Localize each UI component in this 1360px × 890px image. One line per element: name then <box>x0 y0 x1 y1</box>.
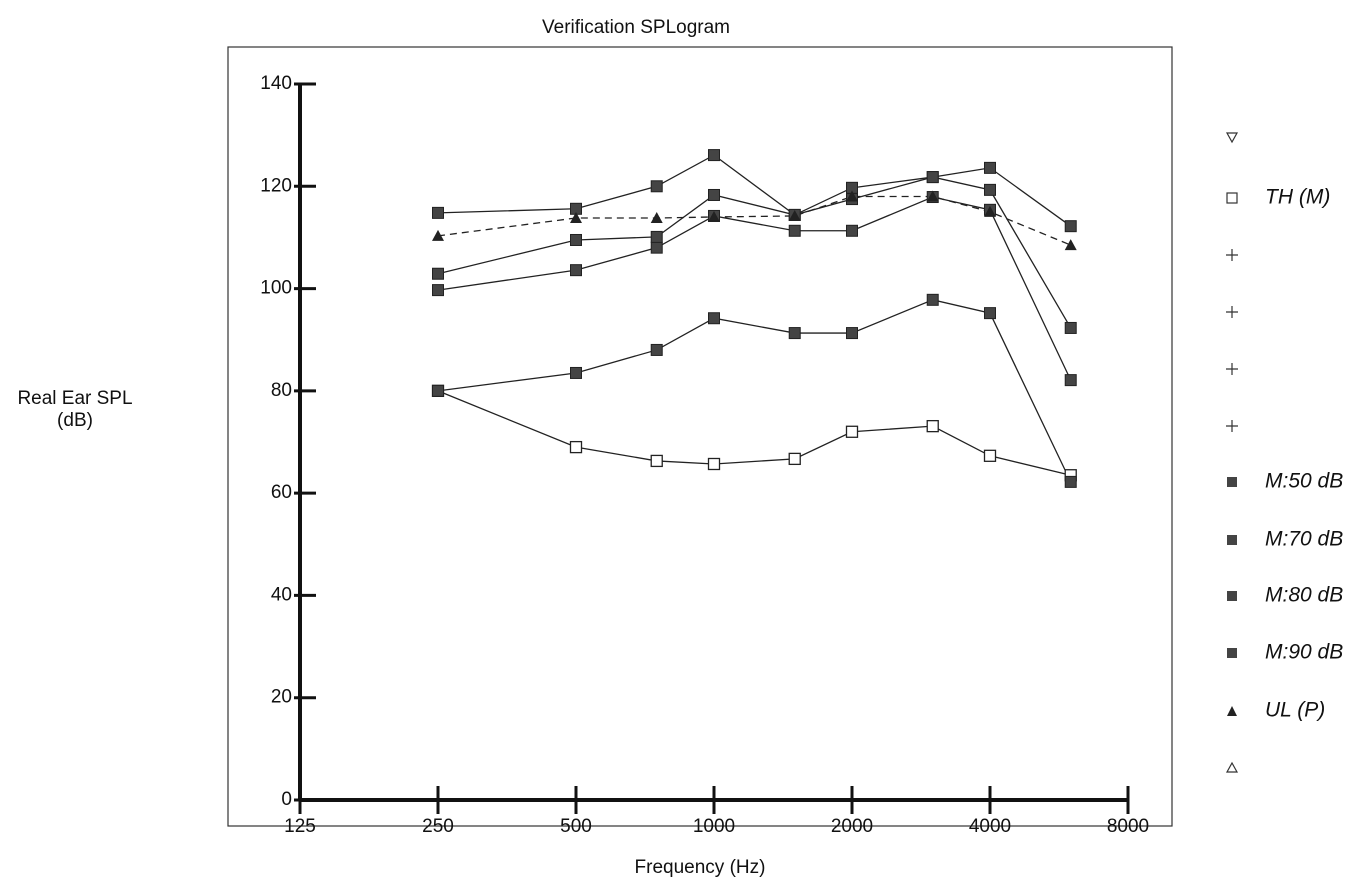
series-line <box>437 390 1071 476</box>
square-marker <box>650 454 663 468</box>
triangle-marker <box>570 211 582 223</box>
y-tick-label: 20 <box>271 687 292 708</box>
plot-frame <box>227 46 1173 827</box>
x-tick-label: 4000 <box>969 816 1011 837</box>
square-marker <box>926 171 939 184</box>
triangle-marker <box>650 211 663 223</box>
legend-label: M:80 dB <box>1265 584 1343 607</box>
y-tick-label: 60 <box>271 482 292 503</box>
triangle-marker <box>432 229 444 241</box>
square-marker <box>788 327 801 340</box>
triangle-marker <box>846 190 858 202</box>
legend-label: M:90 dB <box>1265 641 1343 664</box>
legend-symbol <box>1227 591 1237 601</box>
square-marker <box>432 267 444 280</box>
series-line <box>437 196 1072 381</box>
legend-symbol <box>1227 535 1237 545</box>
square-marker <box>650 241 663 254</box>
legend-symbol <box>1227 648 1237 658</box>
square-marker <box>432 284 444 297</box>
square-marker <box>650 343 663 356</box>
triangle-marker <box>708 210 720 222</box>
triangle-marker <box>788 209 801 221</box>
series-line <box>437 176 1072 329</box>
legend-symbol <box>1227 477 1237 487</box>
square-marker <box>570 366 582 379</box>
x-tick-label: 125 <box>284 816 316 837</box>
series-line <box>437 195 1071 246</box>
y-tick-label: 0 <box>281 789 292 810</box>
triangle-marker <box>926 190 939 202</box>
y-tick-label: 80 <box>271 380 292 401</box>
series-line <box>437 299 1072 483</box>
square-marker <box>788 452 801 466</box>
square-marker <box>926 293 939 306</box>
y-axis-label: Real Ear SPL (dB) <box>17 388 133 431</box>
y-tick-label: 100 <box>260 278 292 299</box>
square-marker <box>1064 475 1077 488</box>
square-marker <box>846 224 858 237</box>
square-marker <box>984 307 996 320</box>
legend-symbol <box>1225 132 1239 144</box>
square-marker <box>983 449 997 462</box>
square-marker <box>570 233 582 246</box>
square-marker <box>432 206 444 219</box>
legend-label: TH (M) <box>1265 186 1330 209</box>
square-marker <box>708 312 720 325</box>
square-marker <box>788 224 801 237</box>
legend-symbol <box>1226 249 1238 432</box>
square-marker <box>707 457 721 471</box>
square-marker <box>1064 374 1077 387</box>
square-marker <box>1064 220 1077 233</box>
y-tick-label: 140 <box>260 73 292 94</box>
square-marker <box>708 149 720 162</box>
square-marker <box>708 188 720 201</box>
legend-symbol <box>1225 761 1239 773</box>
triangle-marker <box>1064 239 1077 251</box>
chart-title: Verification SPLogram <box>542 17 730 38</box>
legend-blank-symbols <box>1225 132 1239 773</box>
legend-label: M:50 dB <box>1265 470 1343 493</box>
square-marker <box>846 327 858 340</box>
x-tick-label: 500 <box>560 816 592 837</box>
square-marker <box>845 425 859 438</box>
x-axis-label: Frequency (Hz) <box>635 857 766 878</box>
square-marker <box>1064 321 1077 334</box>
square-marker <box>570 264 582 277</box>
square-marker <box>432 384 444 397</box>
legend-label: UL (P) <box>1265 699 1325 722</box>
square-marker <box>650 230 663 243</box>
triangle-marker <box>984 205 996 217</box>
legend-label: M:70 dB <box>1265 528 1343 551</box>
y-tick-label: 120 <box>260 175 292 196</box>
square-marker <box>569 440 583 454</box>
y-tick-label: 40 <box>271 584 292 605</box>
x-tick-label: 250 <box>422 816 454 837</box>
square-marker <box>984 183 996 196</box>
square-marker <box>926 419 939 433</box>
x-tick-label: 8000 <box>1107 816 1149 837</box>
legend-symbol <box>1227 706 1237 716</box>
series-line <box>437 154 1072 227</box>
x-tick-label: 1000 <box>693 816 735 837</box>
x-tick-label: 2000 <box>831 816 873 837</box>
square-marker <box>984 161 996 174</box>
legend-symbol <box>1226 192 1238 204</box>
square-marker <box>650 180 663 193</box>
